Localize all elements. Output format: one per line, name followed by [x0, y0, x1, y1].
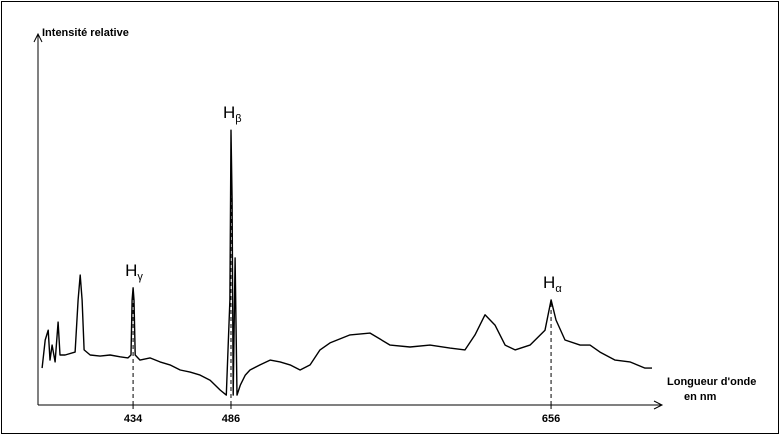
spectrum-line — [41, 129, 652, 396]
peak-label-main: H — [125, 261, 137, 280]
y-arrow — [33, 32, 43, 43]
peak-label-sub: β — [235, 113, 241, 125]
peak-label-main: H — [543, 273, 555, 292]
x-tick-label: 656 — [542, 413, 560, 425]
peak-label-main: H — [223, 103, 235, 122]
peak-label: Hα — [543, 273, 562, 295]
y-axis-label: Intensité relative — [42, 27, 129, 39]
x-axis-label: en nm — [684, 391, 717, 403]
x-tick-label: 434 — [124, 413, 143, 425]
x-axis-label: Longueur d'onde — [667, 376, 756, 388]
peak-label: Hγ — [125, 261, 143, 283]
x-arrow — [653, 400, 664, 410]
peak-label: Hβ — [223, 103, 242, 125]
peak-label-sub: γ — [137, 271, 143, 283]
peak-label-sub: α — [555, 283, 562, 295]
x-tick-label: 486 — [222, 413, 240, 425]
